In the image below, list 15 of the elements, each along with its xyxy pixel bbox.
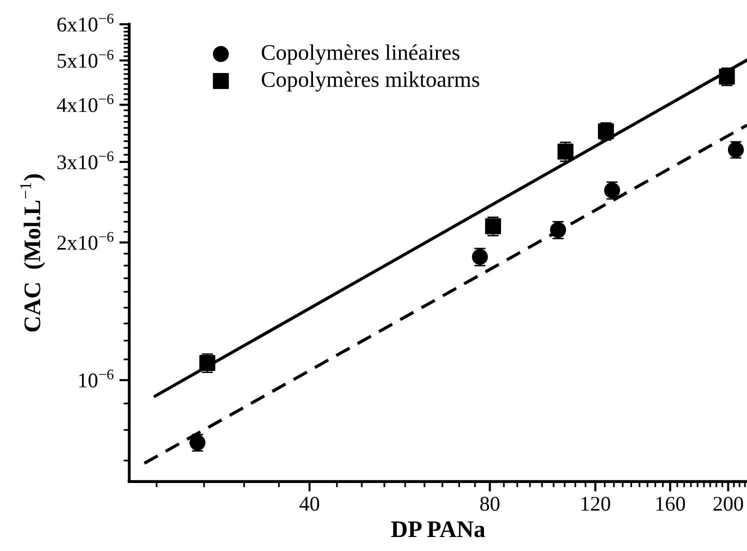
y-tick-label: 6x10$^{−6}$ xyxy=(57,14,114,32)
y-tick-label: 4x10$^{−6}$ xyxy=(56,94,114,112)
y-tick-label: 5x10$^{−6}$ xyxy=(58,50,114,68)
legend-label: Copolymères miktoarms xyxy=(262,71,480,92)
y-tick-label: 10$^{−6}$ xyxy=(79,370,114,388)
y-tick-label: 3x10$^{−6}$ xyxy=(58,151,114,170)
x-axis-title: DP PANa xyxy=(391,521,486,538)
y-axis-title: CAC (Mol.L$^{−1}$) xyxy=(20,174,46,332)
x-tick-label: 40 xyxy=(300,496,320,511)
x-tick-label: 160 xyxy=(656,496,685,511)
x-tick-label: 200 xyxy=(713,496,744,511)
legend-label: Copolymères linéaires xyxy=(262,44,460,65)
x-tick-label: 120 xyxy=(582,496,610,511)
x-tick-label: 80 xyxy=(480,496,500,511)
y-tick-label: 2x10$^{−6}$ xyxy=(57,232,114,250)
